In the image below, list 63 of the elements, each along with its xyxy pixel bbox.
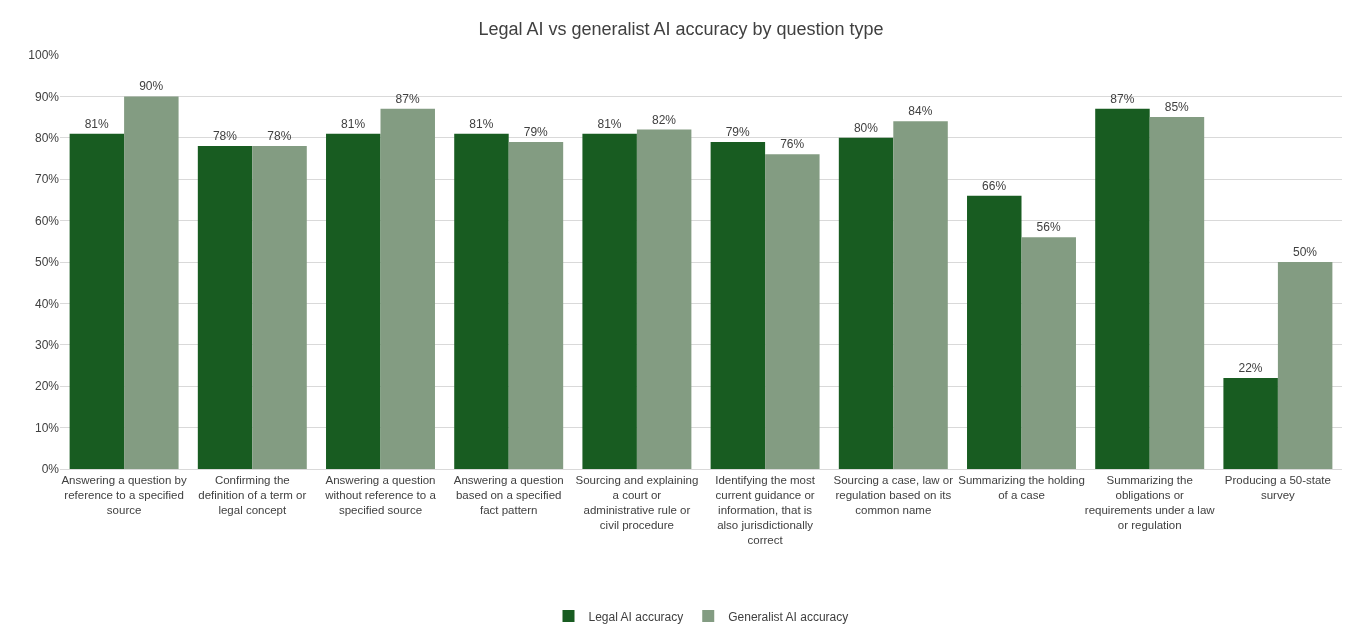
bar [69,133,125,469]
bar [1021,237,1076,469]
bar [710,141,766,469]
x-tick-label: Sourcing and explaining a court or administrative rule or civil procedure [575,473,699,531]
data-label: 90% [139,79,164,94]
data-label: 81% [597,116,622,131]
data-label: 81% [341,116,366,131]
data-label: 87% [395,91,420,106]
data-label: 76% [780,137,805,152]
data-label: 66% [982,178,1007,193]
data-label: 78% [267,129,292,144]
y-tick-label: 90% [34,89,60,104]
data-label: 85% [1164,100,1190,115]
data-label: 50% [1292,245,1318,259]
x-tick-label: Producing a 50-state survey [1224,473,1331,501]
legend-label: Generalist AI accuracy [728,609,849,624]
x-tick-label: Identifying the most current guidance or information, that is also jurisdictionally correct [715,473,816,546]
data-label: 79% [523,124,549,139]
bar [1277,262,1333,469]
data-label: 87% [1110,91,1135,106]
bar [765,154,820,469]
bar [124,96,179,469]
y-tick-label: 40% [34,296,60,311]
bar [893,121,948,469]
y-tick-label: 60% [34,213,60,228]
y-tick-label: 20% [34,379,60,394]
chart-title: Legal AI vs generalist AI accuracy by question type [478,19,884,40]
data-label: 78% [212,129,238,144]
bar [326,133,381,469]
bar [1095,108,1150,469]
x-tick-label: Summarizing the obligations or requirements under a law or regulation [1084,473,1216,531]
y-tick-label: 70% [34,172,60,187]
y-tick-label: 80% [34,131,60,145]
legend-label: Legal AI accuracy [588,609,684,624]
y-tick-label: 50% [34,255,60,270]
x-tick-label: Answering a question based on a specified fact pattern [453,473,564,516]
bar [252,146,307,469]
y-tick-label: 30% [34,338,60,352]
bar [1223,377,1278,469]
bar [582,133,637,469]
y-tick-label: 0% [41,462,60,477]
bar [380,108,435,469]
data-label: 81% [469,116,494,131]
bar [454,133,509,469]
data-label: 80% [853,120,879,135]
data-label: 79% [725,124,751,139]
y-tick-label: 10% [34,420,60,435]
data-label: 56% [1036,220,1061,235]
data-label: 22% [1238,360,1263,375]
x-tick-label: Answering a question by reference to a specified source [61,473,187,516]
bar [636,129,692,469]
bar [967,195,1022,469]
x-tick-label: Sourcing a case, law or regulation based on its common name [833,473,954,516]
bar [838,137,894,469]
data-label: 81% [84,116,110,131]
x-tick-label: Answering a question without reference to a specified source [324,473,437,516]
bar [197,146,253,469]
bar [508,141,564,469]
x-tick-label: Confirming the definition of a term or legal concept [198,473,307,516]
data-label: 84% [908,104,933,119]
bar [1149,117,1205,469]
data-label: 82% [651,112,677,127]
y-tick-label: 100% [28,48,60,63]
